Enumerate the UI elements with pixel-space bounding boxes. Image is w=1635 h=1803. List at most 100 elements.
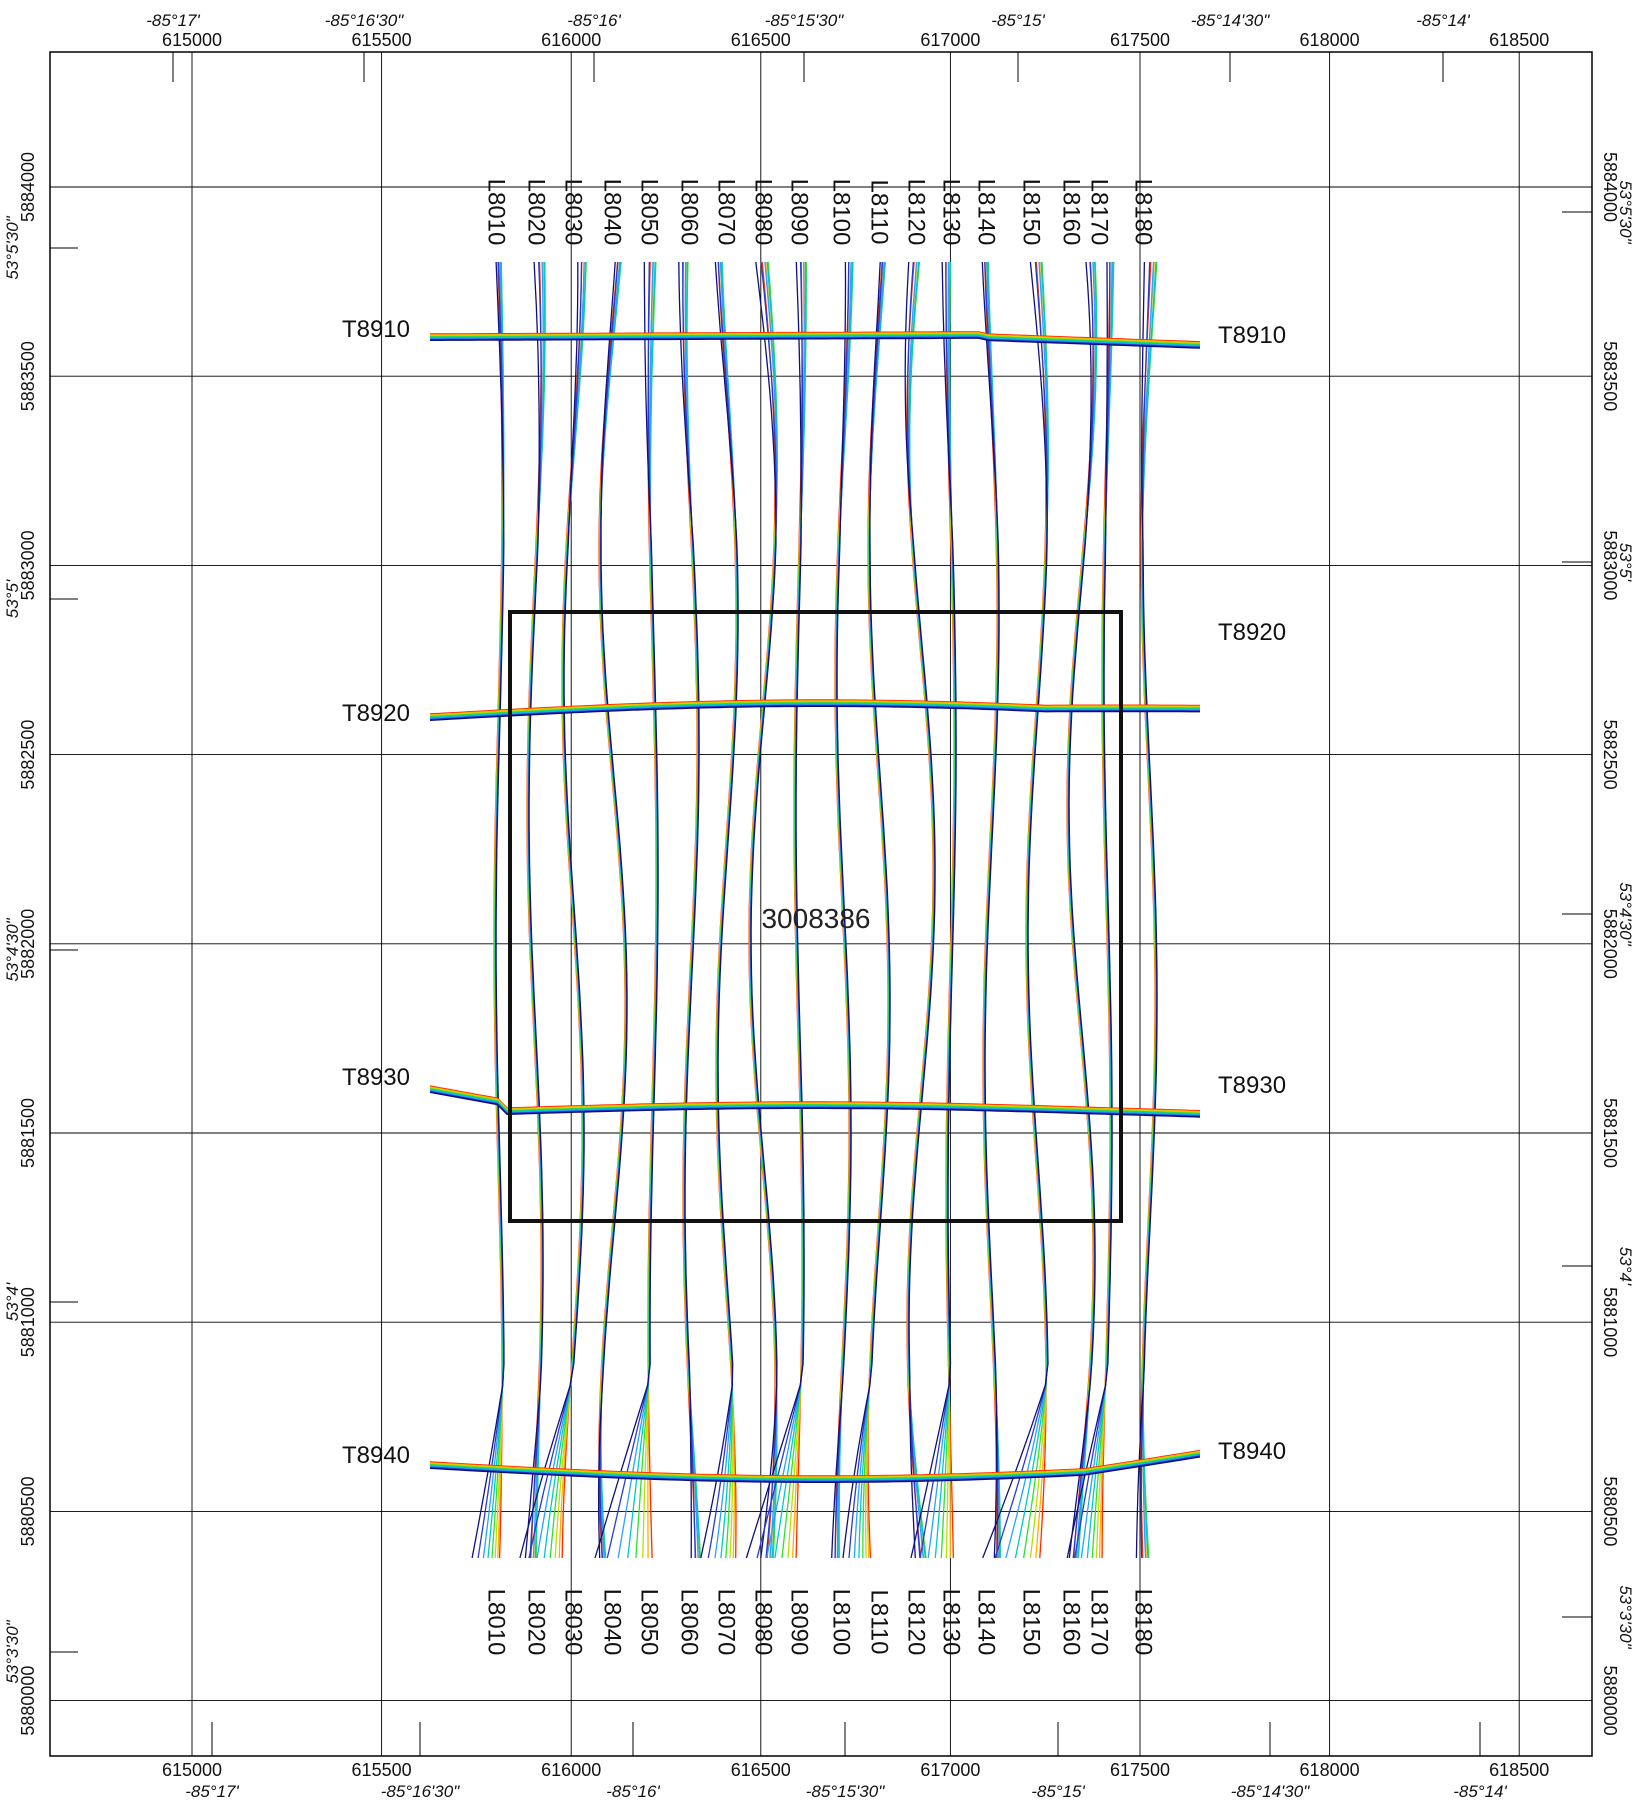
flight-line-trace	[1135, 261, 1158, 1559]
longitude-label-top: -85°17'	[146, 11, 200, 30]
latitude-label-right: 53°5'	[1616, 543, 1635, 582]
tie-line-trace	[429, 704, 1200, 721]
flight-line-label-top: L8160	[1058, 179, 1085, 246]
flight-line-trace	[981, 261, 1000, 1559]
northing-tick-label-left: 5881000	[18, 1287, 38, 1357]
flight-line-label-top: L8080	[750, 179, 777, 246]
easting-tick-label-bottom: 616500	[731, 1760, 791, 1780]
claim-block-outline	[508, 610, 1123, 1223]
tie-line-trace	[429, 705, 1200, 721]
tie-line-profile	[429, 699, 1200, 721]
tie-line-trace	[429, 702, 1200, 719]
latitude-label-right: 53°3'30"	[1616, 1585, 1635, 1649]
flight-line-label-top: L8020	[523, 179, 550, 246]
flight-line-label-bottom: L8160	[1058, 1589, 1085, 1656]
flight-line-profile	[981, 261, 1001, 1559]
flight-line-label-top: L8010	[483, 179, 510, 246]
flight-line-label-bottom: L8150	[1018, 1589, 1045, 1656]
tie-line-trace	[429, 1450, 1201, 1478]
tie-line-trace	[429, 1085, 1201, 1112]
tie-line-trace	[429, 1449, 1201, 1477]
easting-tick-label-bottom: 617500	[1110, 1760, 1170, 1780]
northing-tick-label-left: 5881500	[18, 1098, 38, 1168]
flight-line-label-top: L8130	[938, 179, 965, 246]
flight-line-label-bottom: L8090	[786, 1589, 813, 1656]
easting-tick-label-top: 617000	[920, 30, 980, 50]
northing-tick-label-right: 5884000	[1600, 152, 1620, 222]
flight-line-profile	[831, 261, 854, 1559]
tie-line-trace	[429, 1451, 1201, 1479]
longitude-label-top: -85°16'	[567, 11, 621, 30]
flight-line-label-top: L8140	[973, 179, 1000, 246]
flight-line-profile	[471, 261, 505, 1559]
northing-tick-label-right: 5880500	[1600, 1476, 1620, 1546]
tie-line-label-right: T8930	[1218, 1072, 1286, 1099]
latitude-label-left: 53°4'	[3, 1282, 22, 1321]
flight-line-trace	[910, 261, 957, 1559]
flight-line-trace	[982, 261, 1049, 1559]
flight-line-profile	[1066, 261, 1115, 1559]
flight-line-profile	[524, 261, 546, 1559]
tie-line-trace	[429, 1455, 1201, 1483]
northing-tick-label-left: 5882000	[18, 909, 38, 979]
tie-line-trace	[429, 1091, 1201, 1118]
flight-line-label-top: L8170	[1086, 179, 1113, 246]
easting-tick-label-top: 615500	[352, 30, 412, 50]
flight-line-trace	[594, 261, 659, 1559]
longitude-label-bottom: -85°15'	[1031, 1782, 1085, 1801]
tie-line-trace	[429, 703, 1200, 720]
northing-tick-label-right: 5881500	[1600, 1098, 1620, 1168]
northing-tick-label-right: 5881000	[1600, 1287, 1620, 1357]
flight-line-profile	[594, 261, 659, 1559]
flight-line-profile	[904, 261, 936, 1559]
tie-line-trace	[430, 332, 1201, 344]
flight-line-label-bottom: L8040	[599, 1589, 626, 1656]
flight-line-label-top: L8150	[1018, 179, 1045, 246]
flight-line-trace	[678, 261, 700, 1559]
tie-line-label-left: T8920	[342, 700, 410, 727]
flight-line-profile	[1135, 261, 1158, 1559]
flight-line-trace	[842, 261, 891, 1559]
map-frame	[49, 51, 1593, 1757]
latitude-label-left: 53°5'30"	[3, 215, 22, 279]
tie-line-trace	[429, 1090, 1201, 1117]
flight-line-label-top: L8120	[903, 179, 930, 246]
easting-tick-label-top: 616500	[731, 30, 791, 50]
northing-tick-label-left: 5884000	[18, 152, 38, 222]
tie-line-trace	[429, 701, 1200, 717]
easting-tick-label-bottom: 616000	[541, 1760, 601, 1780]
flight-line-label-bottom: L8050	[636, 1589, 663, 1656]
northing-tick-label-left: 5880000	[18, 1666, 38, 1736]
easting-tick-label-top: 615000	[162, 30, 222, 50]
flight-line-profile	[678, 261, 702, 1559]
flight-line-label-bottom: L8130	[938, 1589, 965, 1656]
flight-line-profile	[745, 261, 807, 1559]
flight-line-label-bottom: L8020	[523, 1589, 550, 1656]
longitude-label-bottom: -85°17'	[185, 1782, 239, 1801]
longitude-label-bottom: -85°14'30"	[1231, 1782, 1310, 1801]
flight-line-profile	[597, 261, 628, 1559]
flight-line-trace	[700, 261, 739, 1559]
tie-line-trace	[429, 1453, 1201, 1481]
longitude-label-bottom: -85°14'	[1453, 1782, 1507, 1801]
longitude-label-top: -85°16'30"	[325, 11, 404, 30]
longitude-label-top: -85°14'	[1416, 11, 1470, 30]
tie-line-trace	[430, 333, 1201, 345]
tie-line-label-left: T8940	[342, 1442, 410, 1469]
flight-line-trace	[831, 261, 852, 1559]
tie-line-profile	[429, 1085, 1201, 1118]
flight-line-trace	[745, 261, 805, 1559]
flight-line-profile	[748, 261, 778, 1559]
tie-line-profile	[430, 331, 1201, 349]
flight-line-label-bottom: L8070	[713, 1589, 740, 1656]
flight-line-profile	[842, 261, 891, 1559]
tie-line-trace	[429, 1086, 1201, 1113]
tie-line-trace	[430, 336, 1201, 348]
flight-line-label-bottom: L8030	[560, 1589, 587, 1656]
flight-line-profile	[700, 261, 739, 1559]
flight-line-label-top: L8090	[786, 179, 813, 246]
latitude-label-left: 53°3'30"	[3, 1619, 22, 1683]
coordinate-tick-labels: 615000 615000 615500 615500 616000 616000 6165…	[3, 11, 1635, 1801]
